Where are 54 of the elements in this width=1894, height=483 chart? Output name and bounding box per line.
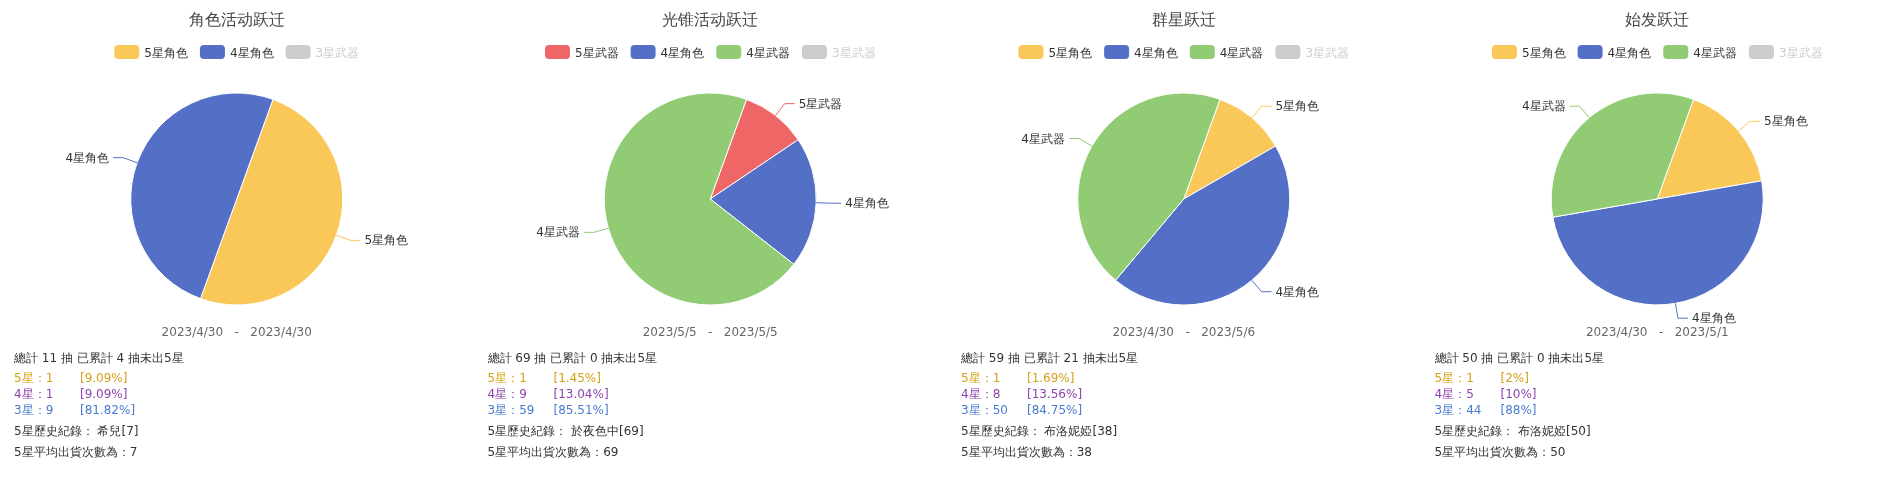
text: 5星歷史紀錄： 希兒[7] (14, 424, 139, 438)
legend-label: 5星角色 (1048, 45, 1093, 60)
slice-label: 5星角色 (364, 233, 409, 248)
text: 4星：5 [10%] (1434, 387, 1537, 401)
slice-label: 4星角色 (1275, 284, 1320, 299)
chart-title: 角色活动跃迁 (188, 10, 285, 29)
text: 5星平均出貨次數為：69 (487, 445, 619, 459)
text: 2023/4/30 - 2023/5/1 (1585, 325, 1729, 339)
text: 5星平均出貨次數為：7 (14, 445, 138, 459)
text: 總計 59 抽 已累計 21 抽未出5星 (960, 351, 1139, 365)
text: 3星：9 [81.82%] (14, 403, 136, 417)
slice-label: 4星武器 (536, 225, 580, 240)
text: 總計 50 抽 已累計 0 抽未出5星 (1433, 351, 1605, 365)
legend-label: 4星武器 (1693, 45, 1737, 60)
text: 總計 11 抽 已累計 4 抽未出5星 (13, 351, 184, 365)
text: 4星：9 [13.04%] (487, 387, 609, 401)
chart-title: 光锥活动跃迁 (662, 10, 759, 29)
legend-label: 4星角色 (660, 45, 705, 60)
chart-title: 始发跃迁 (1625, 10, 1690, 29)
text: 5星歷史紀錄： 布洛妮婭[38] (961, 424, 1118, 438)
text: 5星平均出貨次數為：38 (961, 445, 1092, 459)
legend-label: 4星武器 (1219, 45, 1264, 60)
text: 4星：1 [9.09%] (14, 387, 128, 401)
text: 3星：50 [84.75%] (961, 403, 1083, 417)
text: 5星：1 [1.69%] (961, 371, 1075, 385)
text: 5星歷史紀錄： 於夜色中[69] (487, 424, 644, 438)
text: 2023/5/5 - 2023/5/5 (642, 325, 778, 339)
text: 總計 69 抽 已累計 0 抽未出5星 (486, 351, 658, 365)
legend-label: 5星角色 (1521, 45, 1566, 60)
text: 5星平均出貨次數為：50 (1434, 445, 1566, 459)
slice-label: 5星角色 (1275, 99, 1320, 114)
text: 5星：1 [2%] (1434, 371, 1529, 385)
legend-label: 5星角色 (144, 45, 188, 60)
chart-title: 群星跃迁 (1151, 10, 1216, 29)
text: 5星歷史紀錄： 布洛妮婭[50] (1434, 424, 1591, 438)
text: 5星：1 [9.09%] (14, 371, 128, 385)
text: 2023/4/30 - 2023/4/30 (161, 325, 312, 339)
legend-label: 5星武器 (574, 45, 619, 60)
text: 3星：59 [85.51%] (487, 403, 609, 417)
legend-label: 4星角色 (1607, 45, 1652, 60)
text: 3星：44 [88%] (1434, 403, 1537, 417)
slice-label: 5星角色 (1764, 114, 1808, 129)
slice-label: 4星角色 (65, 150, 110, 165)
text: 2023/4/30 - 2023/5/6 (1112, 325, 1256, 339)
slice-label: 5星武器 (798, 96, 843, 111)
legend-label: 4星武器 (746, 45, 790, 60)
slice-label: 4星武器 (1521, 99, 1566, 114)
slice-label: 4星角色 (1692, 311, 1736, 326)
text: 4星：8 [13.56%] (961, 387, 1083, 401)
slice-label: 4星武器 (1021, 131, 1065, 146)
text: 5星：1 [1.45%] (487, 371, 601, 385)
legend-label: 4星角色 (229, 45, 274, 60)
slice-label: 4星角色 (845, 196, 889, 211)
legend-label: 4星角色 (1134, 45, 1178, 60)
